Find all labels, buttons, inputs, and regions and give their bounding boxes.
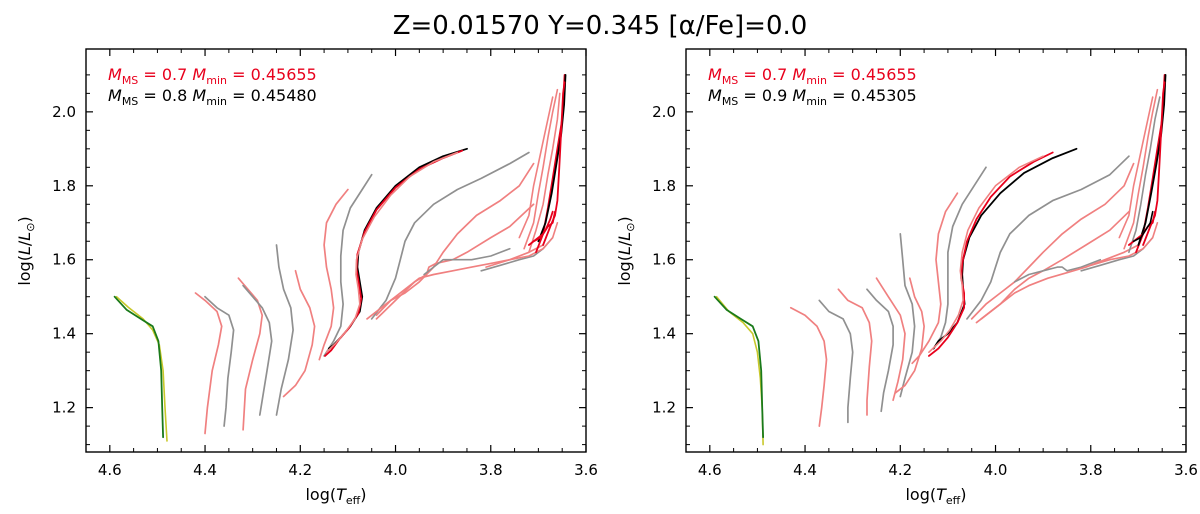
right-series-layer	[713, 74, 1167, 446]
left-series-salmon-2	[237, 277, 264, 431]
right-legend: MMS = 0.7 Mmin = 0.45655 MMS = 0.9 Mmin …	[708, 65, 917, 108]
right-x-tick-label: 3.6	[1174, 461, 1198, 479]
right-series-gray-4	[932, 166, 987, 350]
right-y-tick-label: 1.4	[652, 325, 676, 343]
left-y-tick-label: 2.0	[52, 103, 76, 121]
right-series-gray-3	[899, 233, 916, 398]
right-tick-layer: 4.6 4.4 4.2 4.0 3.8 3.6 1.2 1.4 1.6 1.8 2.0	[652, 49, 1198, 479]
right-series-salmon-4	[894, 277, 925, 394]
right-series-branch-gray	[966, 155, 1130, 320]
right-series-branch-gray-b	[1013, 258, 1102, 283]
right-series-lower-salmon	[975, 244, 1140, 324]
right-series-upper-salmon-2	[1123, 88, 1159, 250]
left-y-tick-label: 1.6	[52, 251, 76, 269]
left-series-salmon-4	[318, 188, 349, 361]
right-y-tick-label: 1.8	[652, 177, 676, 195]
right-series-branch-salmon-a	[970, 162, 1135, 320]
left-x-tick-label: 4.2	[288, 461, 312, 479]
left-series-gray-3	[275, 244, 294, 416]
right-y-tick-label: 1.6	[652, 251, 676, 269]
left-x-tick-label: 4.6	[98, 461, 122, 479]
left-series-gray-2	[242, 284, 273, 416]
left-series-yellow	[115, 295, 168, 442]
left-series-branch-gray	[370, 151, 530, 320]
left-series-lower-salmon	[366, 244, 544, 320]
right-series-upper-gray	[1128, 96, 1161, 254]
right-x-tick-label: 4.0	[984, 461, 1008, 479]
left-tick-layer: 4.6 4.4 4.2 4.0 3.8 3.6 1.2 1.4 1.6 1.8 2.0	[52, 49, 598, 479]
left-legend-entry-1: MMS = 0.8 Mmin = 0.45480	[108, 86, 317, 108]
right-plot-frame	[685, 48, 1187, 453]
left-series-kink-red-2	[532, 210, 554, 243]
right-x-tick-label: 4.2	[888, 461, 912, 479]
right-series-salmon-main	[928, 155, 1044, 353]
right-y-axis-label: log(L/L⊙)	[615, 216, 637, 285]
right-series-salmon-3	[875, 277, 906, 402]
right-x-axis-label: log(Teff)	[905, 485, 966, 507]
left-series-green	[113, 295, 164, 439]
left-series-branch-gray-b	[423, 247, 511, 276]
left-series-upper-black	[537, 74, 567, 243]
right-legend-entry-1: MMS = 0.9 Mmin = 0.45305	[708, 86, 917, 108]
left-y-tick-label: 1.2	[52, 399, 76, 417]
left-series-salmon-main	[325, 151, 459, 353]
right-x-tick-label: 4.6	[698, 461, 722, 479]
right-x-tick-label: 3.8	[1079, 461, 1103, 479]
right-y-tick-label: 1.2	[652, 399, 676, 417]
right-legend-min-0: 0.45655	[851, 65, 917, 84]
left-x-tick-label: 3.6	[574, 461, 598, 479]
left-legend-ms-1: 0.8	[162, 86, 187, 105]
figure-title: Z=0.01570 Y=0.345 [α/Fe]=0.0	[393, 11, 808, 41]
left-plot-frame	[85, 48, 587, 453]
left-series-salmon-1	[194, 292, 223, 435]
right-series-gray-2	[866, 288, 894, 413]
left-series-upper-salmon-2	[523, 88, 559, 250]
left-legend: MMS = 0.7 Mmin = 0.45655 MMS = 0.8 Mmin …	[108, 65, 317, 108]
right-series-salmon-5	[911, 192, 959, 365]
left-legend-ms-0: 0.7	[162, 65, 187, 84]
left-series-upper-salmon-3	[528, 92, 561, 254]
right-x-tick-label: 4.4	[793, 461, 817, 479]
right-series-green	[713, 295, 764, 439]
right-series-upper-black	[1137, 74, 1167, 246]
right-legend-entry-0: MMS = 0.7 Mmin = 0.45655	[708, 65, 917, 87]
left-legend-entry-0: MMS = 0.7 Mmin = 0.45655	[108, 65, 317, 87]
left-y-tick-label: 1.4	[52, 325, 76, 343]
right-legend-min-1: 0.45305	[851, 86, 917, 105]
left-series-gray-4	[323, 173, 373, 357]
left-series-branch-salmon-b	[375, 203, 535, 320]
left-series-upper-salmon-1	[518, 96, 554, 239]
left-x-tick-label: 3.8	[479, 461, 503, 479]
left-x-tick-label: 4.4	[193, 461, 217, 479]
left-x-axis-label: log(Teff)	[305, 485, 366, 507]
right-y-tick-label: 2.0	[652, 103, 676, 121]
right-series-red-main	[928, 151, 1054, 357]
right-series-gray-1	[818, 299, 854, 424]
right-series-kink-black	[1132, 210, 1154, 243]
left-x-tick-label: 4.0	[384, 461, 408, 479]
right-series-upper-salmon-1	[1118, 96, 1154, 239]
left-y-tick-label: 1.8	[52, 177, 76, 195]
right-legend-ms-0: 0.7	[762, 65, 787, 84]
right-series-salmon-1	[789, 306, 828, 427]
left-series-layer	[113, 74, 567, 442]
right-series-branch-salmon-b	[980, 210, 1130, 320]
left-legend-min-1: 0.45480	[251, 86, 317, 105]
left-legend-min-0: 0.45655	[251, 65, 317, 84]
left-series-gray-1	[204, 295, 235, 427]
left-series-salmon-3	[282, 269, 316, 398]
right-series-salmon-2	[837, 288, 873, 416]
left-panel: 4.6 4.4 4.2 4.0 3.8 3.6 1.2 1.4 1.6 1.8 2.0 log(Te…	[15, 48, 598, 507]
right-panel: 4.6 4.4 4.2 4.0 3.8 3.6 1.2 1.4 1.6 1.8 2.0 log(Te…	[615, 48, 1198, 507]
right-legend-ms-1: 0.9	[762, 86, 787, 105]
left-y-axis-label: log(L/L⊙)	[15, 216, 37, 285]
